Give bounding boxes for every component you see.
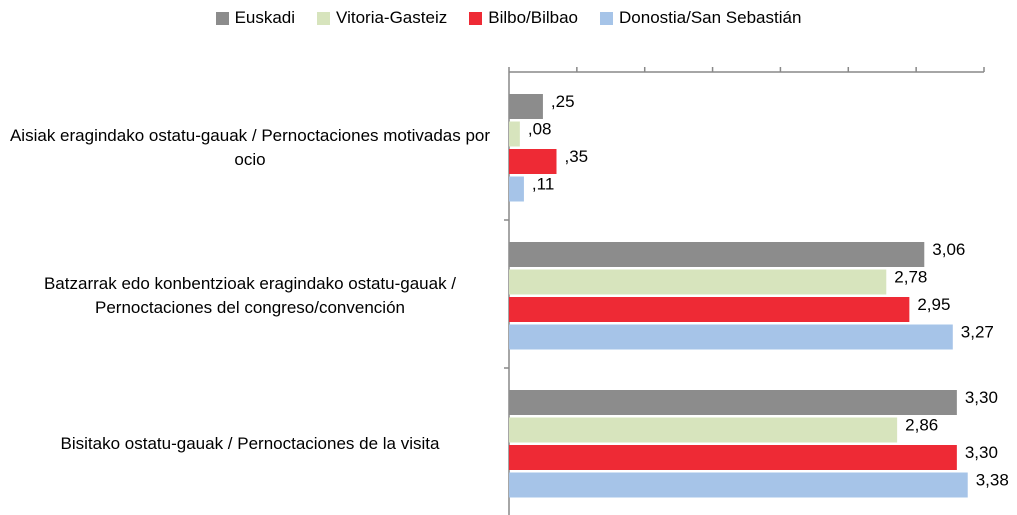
category-label: Aisiak eragindako ostatu-gauak / Pernoct…	[9, 126, 491, 169]
value-label: 3,38	[976, 470, 1009, 489]
bar	[509, 121, 520, 147]
legend-item: Donostia/San Sebastián	[600, 8, 801, 28]
legend-swatch	[469, 11, 483, 25]
bar	[509, 94, 543, 119]
value-label: ,25	[551, 92, 575, 111]
value-label: 2,95	[917, 295, 950, 314]
legend-swatch	[600, 11, 614, 25]
legend-item: Bilbo/Bilbao	[469, 8, 578, 28]
bar	[509, 149, 557, 174]
value-label: ,08	[528, 119, 552, 138]
value-label: 3,27	[961, 322, 994, 341]
legend-item: Euskadi	[215, 8, 296, 28]
legend-label: Vitoria-Gasteiz	[336, 8, 448, 27]
bar	[509, 242, 925, 267]
category-label: Batzarrak edo konbentzioak eragindako os…	[43, 274, 457, 317]
bar	[509, 390, 957, 415]
bar	[509, 297, 910, 322]
bar	[509, 472, 968, 498]
bar	[509, 176, 524, 202]
value-label: ,35	[565, 147, 589, 166]
legend-label: Euskadi	[234, 8, 296, 27]
value-label: 3,30	[965, 443, 998, 462]
value-label: 3,06	[932, 240, 965, 259]
legend-label: Donostia/San Sebastián	[619, 8, 802, 27]
category-label: Bisitako ostatu-gauak / Pernoctaciones d…	[60, 434, 440, 453]
value-label: ,11	[532, 174, 554, 193]
legend-item: Vitoria-Gasteiz	[317, 8, 447, 28]
legend: Euskadi Vitoria-Gasteiz Bilbo/Bilbao Donost…	[0, 8, 1017, 28]
bar	[509, 417, 898, 443]
value-label: 2,86	[905, 415, 938, 434]
bar	[509, 269, 887, 295]
bar	[509, 445, 957, 470]
legend-swatch	[215, 11, 229, 25]
bar	[509, 324, 953, 350]
legend-label: Bilbo/Bilbao	[488, 8, 579, 27]
value-label: 3,30	[965, 388, 998, 407]
legend-swatch	[317, 11, 331, 25]
value-label: 2,78	[894, 267, 927, 286]
